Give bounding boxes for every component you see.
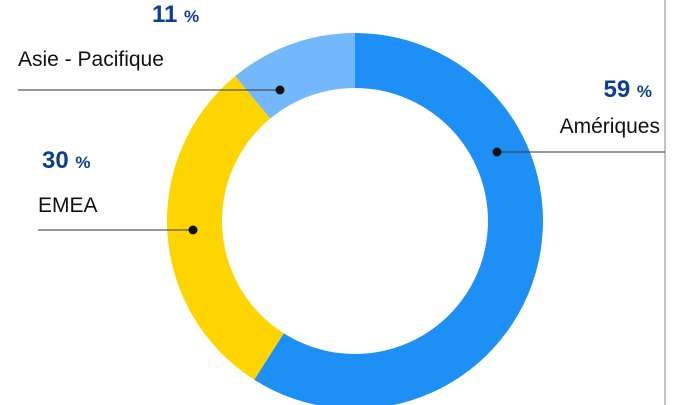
category-label: Asie - Pacifique: [18, 48, 164, 71]
leader-dot: [275, 85, 285, 95]
leader-dot: [492, 147, 502, 157]
value-label: 59 %: [604, 76, 653, 103]
category-label: EMEA: [38, 194, 98, 217]
category-label: Amériques: [560, 115, 660, 138]
donut-slice: [254, 33, 543, 405]
donut-slice: [235, 32, 355, 119]
value-label: 30 %: [42, 147, 91, 174]
leader-dot: [188, 225, 198, 235]
value-label: 11 %: [152, 1, 199, 28]
donut-slice: [166, 76, 284, 380]
